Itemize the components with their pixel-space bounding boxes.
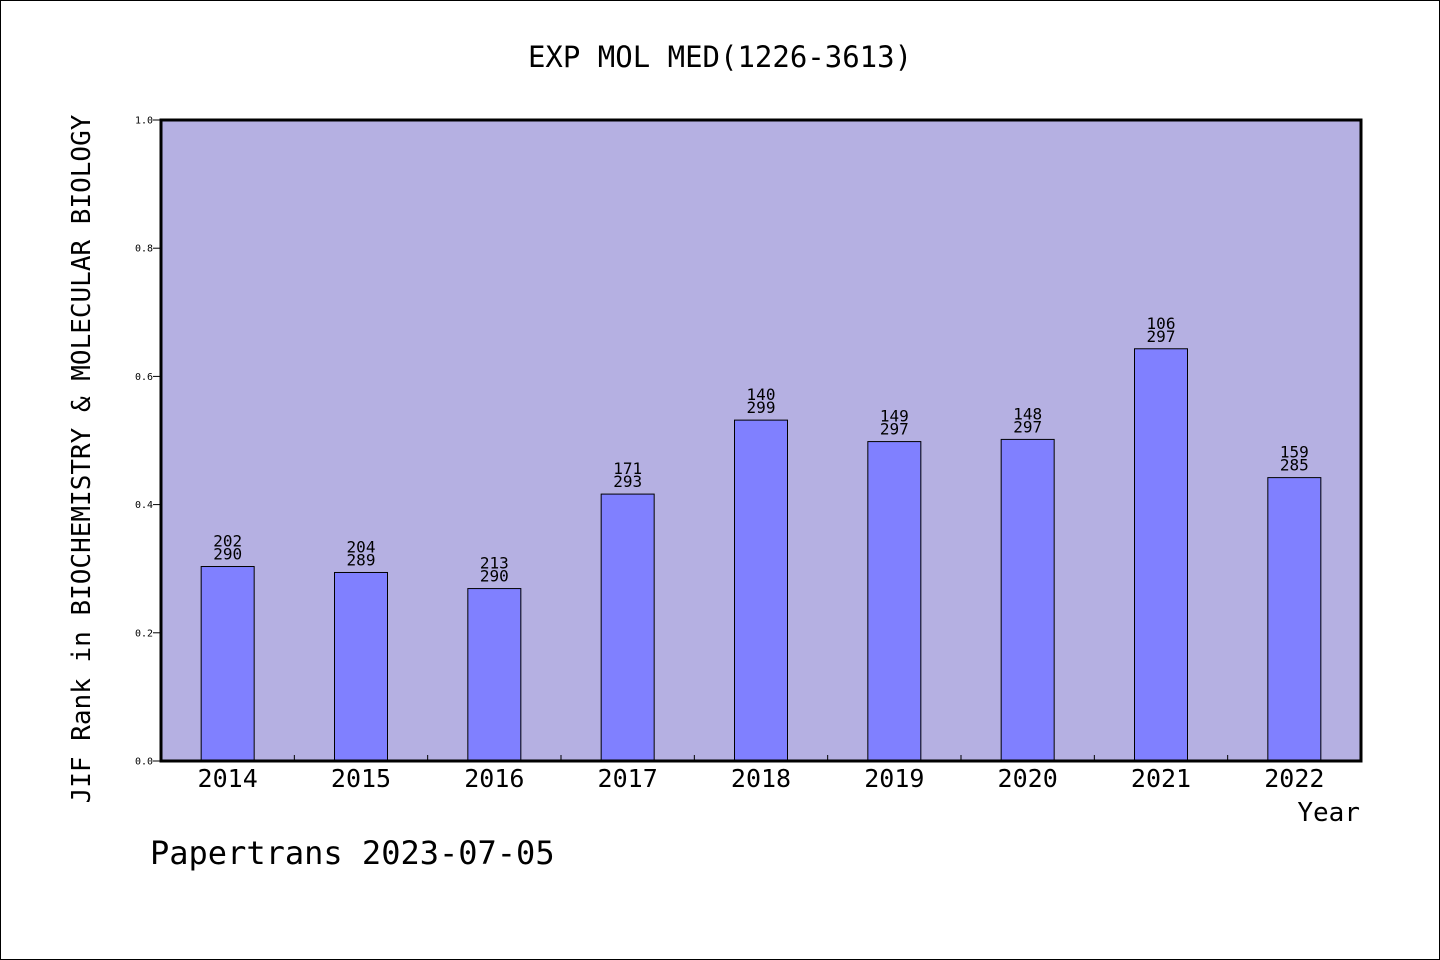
bar-label-rank: 171 — [613, 459, 642, 478]
bar-label-rank: 140 — [747, 385, 776, 404]
bar-label-total: 293 — [613, 472, 642, 491]
bar-2017 — [600, 493, 655, 762]
bar-label-total: 290 — [480, 567, 509, 586]
x-axis-label: Year — [1297, 798, 1360, 828]
x-tick-label: 2021 — [1131, 764, 1191, 793]
bar-label-total: 289 — [347, 550, 376, 569]
bar-label-total: 285 — [1280, 456, 1309, 475]
x-tick-label: 2019 — [864, 764, 924, 793]
bar-label-rank: 159 — [1280, 443, 1309, 462]
y-tick-label: 0.8 — [135, 244, 153, 255]
bar-label-rank: 149 — [880, 407, 909, 426]
y-tick-label: 1.0 — [135, 116, 153, 127]
plot-border — [159, 118, 1363, 763]
bar-label-total: 297 — [880, 420, 909, 439]
chart-title: EXP MOL MED(1226-3613) — [528, 40, 912, 74]
x-tick-label: 2014 — [198, 764, 258, 793]
footer-credit: Papertrans 2023-07-05 — [150, 834, 555, 872]
bar-2019 — [867, 441, 922, 762]
bar-2022 — [1267, 477, 1322, 762]
bar-2020 — [1000, 438, 1055, 762]
x-tick-label: 2022 — [1264, 764, 1324, 793]
bar-label-total: 290 — [213, 545, 242, 564]
bar-label-total: 297 — [1013, 417, 1042, 436]
y-tick-label: 0.4 — [135, 500, 153, 511]
bar-label-rank: 106 — [1147, 314, 1176, 333]
bar-label-rank: 148 — [1013, 404, 1042, 423]
bar-2016 — [467, 588, 522, 762]
bar-label-rank: 204 — [347, 537, 376, 556]
y-axis-ticks: 0.0 0.2 0.4 0.6 0.8 1.0 — [135, 116, 161, 768]
bar-label-rank: 202 — [213, 532, 242, 551]
bar-2015 — [334, 571, 388, 762]
x-tick-label: 2016 — [464, 764, 524, 793]
bar-label-total: 299 — [747, 398, 776, 417]
bar-label-total: 297 — [1147, 327, 1176, 346]
x-tick-label: 2015 — [331, 764, 391, 793]
y-tick-label: 0.6 — [135, 372, 153, 383]
bar-2014 — [200, 566, 255, 762]
y-axis-label: JIF Rank in BIOCHEMISTRY & MOLECULAR BIO… — [67, 114, 97, 803]
y-tick-label: 0.2 — [135, 628, 153, 639]
y-tick-label: 0.0 — [135, 757, 153, 768]
x-axis-ticks: 2014 2015 2016 2017 2018 2019 2020 2021 2022 — [198, 755, 1324, 793]
x-tick-label: 2017 — [598, 764, 658, 793]
x-tick-label: 2020 — [998, 764, 1058, 793]
bar-label-rank: 213 — [480, 554, 509, 573]
x-tick-label: 2018 — [731, 764, 791, 793]
bar-2018 — [734, 419, 788, 762]
bar-2021 — [1134, 348, 1188, 762]
